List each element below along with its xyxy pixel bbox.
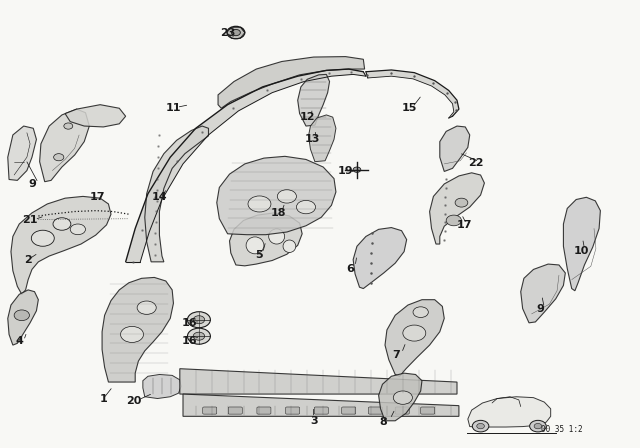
Text: 19: 19 <box>338 167 353 177</box>
Circle shape <box>193 316 205 324</box>
Ellipse shape <box>283 240 296 253</box>
Polygon shape <box>385 300 444 376</box>
Polygon shape <box>298 74 330 126</box>
Circle shape <box>14 310 29 321</box>
Polygon shape <box>11 196 111 294</box>
Text: 12: 12 <box>300 112 315 122</box>
Text: 00 35 1:2: 00 35 1:2 <box>541 425 583 434</box>
Polygon shape <box>308 115 336 162</box>
Polygon shape <box>65 105 125 127</box>
Text: 5: 5 <box>255 250 263 260</box>
Text: 1: 1 <box>99 393 108 404</box>
Circle shape <box>193 332 205 340</box>
FancyBboxPatch shape <box>342 407 356 414</box>
Text: 9: 9 <box>28 179 36 189</box>
Text: 4: 4 <box>15 336 23 346</box>
Text: 3: 3 <box>310 416 317 426</box>
Ellipse shape <box>269 229 285 244</box>
Circle shape <box>296 200 316 214</box>
Text: 17: 17 <box>456 220 472 230</box>
Text: 21: 21 <box>22 215 37 225</box>
Circle shape <box>54 154 64 161</box>
Polygon shape <box>145 126 209 262</box>
Text: 22: 22 <box>468 158 483 168</box>
Circle shape <box>477 423 484 429</box>
FancyBboxPatch shape <box>203 407 217 414</box>
Polygon shape <box>563 197 600 291</box>
Polygon shape <box>468 397 550 427</box>
Circle shape <box>413 307 428 318</box>
FancyBboxPatch shape <box>369 407 383 414</box>
Text: 20: 20 <box>126 396 141 406</box>
Circle shape <box>70 224 86 235</box>
Circle shape <box>188 328 211 344</box>
Circle shape <box>227 26 245 39</box>
Text: 14: 14 <box>152 192 167 202</box>
FancyBboxPatch shape <box>228 407 243 414</box>
Circle shape <box>232 30 241 36</box>
Circle shape <box>277 190 296 203</box>
Circle shape <box>248 196 271 212</box>
Text: 10: 10 <box>573 246 589 256</box>
Circle shape <box>530 420 546 432</box>
Circle shape <box>455 198 468 207</box>
Polygon shape <box>125 69 366 262</box>
Polygon shape <box>218 56 365 108</box>
Polygon shape <box>8 290 38 345</box>
Polygon shape <box>353 228 406 289</box>
Text: 15: 15 <box>401 103 417 113</box>
Polygon shape <box>440 126 470 172</box>
Circle shape <box>446 215 461 226</box>
Polygon shape <box>366 70 459 118</box>
Circle shape <box>53 218 71 230</box>
Polygon shape <box>217 156 336 235</box>
Text: 2: 2 <box>24 254 32 265</box>
FancyBboxPatch shape <box>285 407 300 414</box>
Text: 9: 9 <box>536 304 545 314</box>
Circle shape <box>353 167 361 172</box>
Polygon shape <box>40 109 90 182</box>
Text: 16: 16 <box>182 336 197 346</box>
Text: 16: 16 <box>182 318 197 328</box>
Circle shape <box>31 230 54 246</box>
Polygon shape <box>429 173 484 244</box>
Polygon shape <box>230 213 302 266</box>
Text: 17: 17 <box>89 192 105 202</box>
FancyBboxPatch shape <box>395 407 409 414</box>
Circle shape <box>394 391 412 404</box>
Circle shape <box>64 123 73 129</box>
Circle shape <box>534 423 541 429</box>
FancyBboxPatch shape <box>314 407 328 414</box>
Polygon shape <box>143 375 181 399</box>
Polygon shape <box>180 369 457 394</box>
Text: 8: 8 <box>380 417 388 427</box>
Text: 18: 18 <box>271 208 286 218</box>
FancyBboxPatch shape <box>257 407 271 414</box>
Polygon shape <box>8 126 36 181</box>
Text: 13: 13 <box>305 134 320 144</box>
Text: 11: 11 <box>166 103 181 113</box>
Circle shape <box>403 325 426 341</box>
Circle shape <box>137 301 156 314</box>
Text: 7: 7 <box>392 350 401 360</box>
Circle shape <box>188 312 211 328</box>
Circle shape <box>472 420 489 432</box>
Polygon shape <box>379 373 422 421</box>
FancyBboxPatch shape <box>420 407 435 414</box>
Polygon shape <box>183 394 459 416</box>
Text: 23: 23 <box>221 28 236 39</box>
Circle shape <box>120 327 143 342</box>
Ellipse shape <box>246 237 264 254</box>
Polygon shape <box>102 277 173 382</box>
Polygon shape <box>521 264 565 323</box>
Text: 6: 6 <box>347 263 355 274</box>
